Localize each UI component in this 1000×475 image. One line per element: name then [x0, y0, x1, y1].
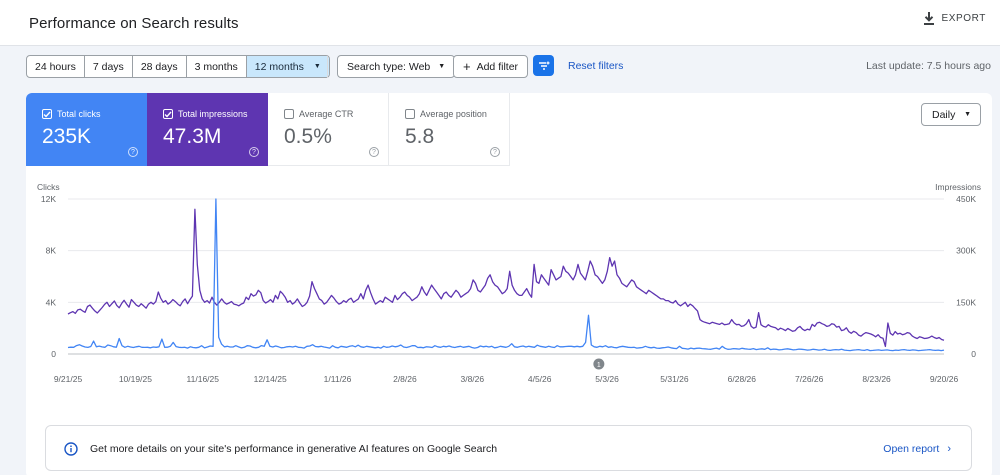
ai-features-banner: Get more details on your site's performa…	[45, 425, 972, 471]
open-report-label: Open report	[883, 443, 940, 455]
x-tick-label: 4/5/26	[528, 374, 552, 384]
range-label: 28 days	[140, 60, 178, 73]
metric-total-impressions[interactable]: Total impressions 47.3M ?	[147, 93, 268, 166]
range-label: 3 months	[194, 60, 238, 73]
range-24-hours[interactable]: 24 hours	[27, 56, 85, 77]
y-right-tick-label: 0	[971, 349, 976, 359]
checkbox-checked-icon[interactable]	[163, 109, 173, 119]
chart-svg: 0 0 4K 150K 8K 300K 12K 450K Clicks Impressions 9/…	[37, 182, 981, 384]
metric-header: Average CTR	[284, 109, 353, 119]
y-left-tick-label: 0	[51, 349, 56, 359]
toolbar-divider	[327, 56, 328, 78]
reset-filters-link[interactable]: Reset filters	[568, 60, 624, 72]
y-left-tick-label: 8K	[46, 246, 57, 256]
metric-header: Average position	[405, 109, 487, 119]
granularity-dropdown[interactable]: Daily ▼	[921, 103, 981, 126]
export-button[interactable]: EXPORT	[923, 12, 986, 25]
metric-header: Total impressions	[163, 109, 248, 119]
performance-card: Total clicks 235K ? Total impressions 47…	[26, 93, 992, 475]
checkbox-unchecked-icon[interactable]	[405, 109, 415, 119]
x-tick-label: 10/19/25	[119, 374, 152, 384]
range-label: 7 days	[92, 60, 124, 73]
checkbox-checked-icon[interactable]	[42, 109, 52, 119]
range-28-days[interactable]: 28 days	[133, 56, 187, 77]
performance-chart: 0 0 4K 150K 8K 300K 12K 450K Clicks Impressions 9/…	[26, 173, 992, 398]
y-right-axis-label: Impressions	[935, 182, 981, 192]
range-label: 12 months	[254, 60, 304, 73]
y-right-tick-label: 450K	[956, 194, 976, 204]
metric-label: Average CTR	[299, 109, 354, 119]
metric-average-position[interactable]: Average position 5.8 ?	[389, 93, 510, 166]
annotation-marker	[593, 358, 605, 370]
range-3-months[interactable]: 3 months	[187, 56, 247, 77]
search-type-label: Search type: Web	[347, 60, 431, 73]
page-title: Performance on Search results	[29, 15, 239, 32]
caret-down-icon: ▼	[313, 63, 321, 70]
range-label: 24 hours	[35, 60, 76, 73]
search-type-dropdown[interactable]: Search type: Web ▼	[337, 55, 456, 78]
plus-icon: +	[463, 59, 471, 74]
x-tick-label: 3/8/26	[460, 374, 484, 384]
metric-label: Total impressions	[178, 109, 248, 119]
series-line-impressions	[67, 208, 945, 348]
granularity-label: Daily	[932, 108, 956, 121]
y-right-tick-label: 150K	[956, 297, 976, 307]
metric-value: 235K	[42, 125, 92, 148]
help-icon[interactable]: ?	[249, 147, 259, 157]
x-tick-label: 6/28/26	[728, 374, 757, 384]
metric-header: Total clicks	[42, 109, 101, 119]
x-tick-label: 9/20/26	[930, 374, 959, 384]
help-icon[interactable]: ?	[490, 147, 500, 157]
x-tick-label: 5/31/26	[660, 374, 689, 384]
metric-value: 0.5%	[284, 125, 332, 148]
export-label: EXPORT	[941, 13, 986, 24]
y-left-tick-label: 12K	[41, 194, 56, 204]
x-tick-label: 12/14/25	[254, 374, 287, 384]
x-tick-label: 7/26/26	[795, 374, 824, 384]
y-left-axis-label: Clicks	[37, 182, 60, 192]
range-12-months[interactable]: 12 months ▼	[246, 56, 329, 77]
metric-label: Total clicks	[57, 109, 101, 119]
metric-value: 5.8	[405, 125, 435, 148]
add-filter-button[interactable]: + Add filter	[453, 55, 529, 78]
x-tick-label: 11/16/25	[187, 374, 220, 384]
y-right-tick-label: 300K	[956, 246, 976, 256]
x-tick-label: 9/21/25	[54, 374, 83, 384]
add-filter-label: Add filter	[476, 60, 519, 73]
x-tick-label: 1/11/26	[324, 374, 352, 384]
last-update-text: Last update: 7.5 hours ago	[866, 60, 991, 72]
metric-label: Average position	[420, 109, 487, 119]
help-icon[interactable]: ?	[128, 147, 138, 157]
date-range-selector: 24 hours 7 days 28 days 3 months 12 mont…	[26, 55, 330, 78]
y-left-tick-label: 4K	[46, 297, 57, 307]
info-icon	[64, 442, 78, 456]
metric-total-clicks[interactable]: Total clicks 235K ?	[26, 93, 147, 166]
metric-value: 47.3M	[163, 125, 222, 148]
page-header: Performance on Search results EXPORT	[0, 0, 1000, 46]
metric-average-ctr[interactable]: Average CTR 0.5% ?	[268, 93, 389, 166]
caret-down-icon: ▼	[964, 111, 971, 118]
open-report-link[interactable]: Open report ›	[883, 443, 951, 455]
annotation-marker-label: 1	[597, 362, 601, 369]
chevron-right-icon: ›	[947, 443, 951, 455]
x-tick-label: 8/23/26	[862, 374, 891, 384]
help-icon[interactable]: ?	[369, 147, 379, 157]
banner-text: Get more details on your site's performa…	[90, 443, 498, 455]
download-icon	[924, 12, 935, 25]
filter-icon	[538, 61, 549, 70]
series-line-clicks	[67, 198, 945, 352]
caret-down-icon: ▼	[438, 63, 446, 70]
range-7-days[interactable]: 7 days	[85, 56, 133, 77]
filter-settings-button[interactable]	[533, 55, 554, 76]
checkbox-unchecked-icon[interactable]	[284, 109, 294, 119]
filter-toolbar: 24 hours 7 days 28 days 3 months 12 mont…	[0, 46, 1000, 88]
x-tick-label: 2/8/26	[393, 374, 417, 384]
x-tick-label: 5/3/26	[595, 374, 619, 384]
